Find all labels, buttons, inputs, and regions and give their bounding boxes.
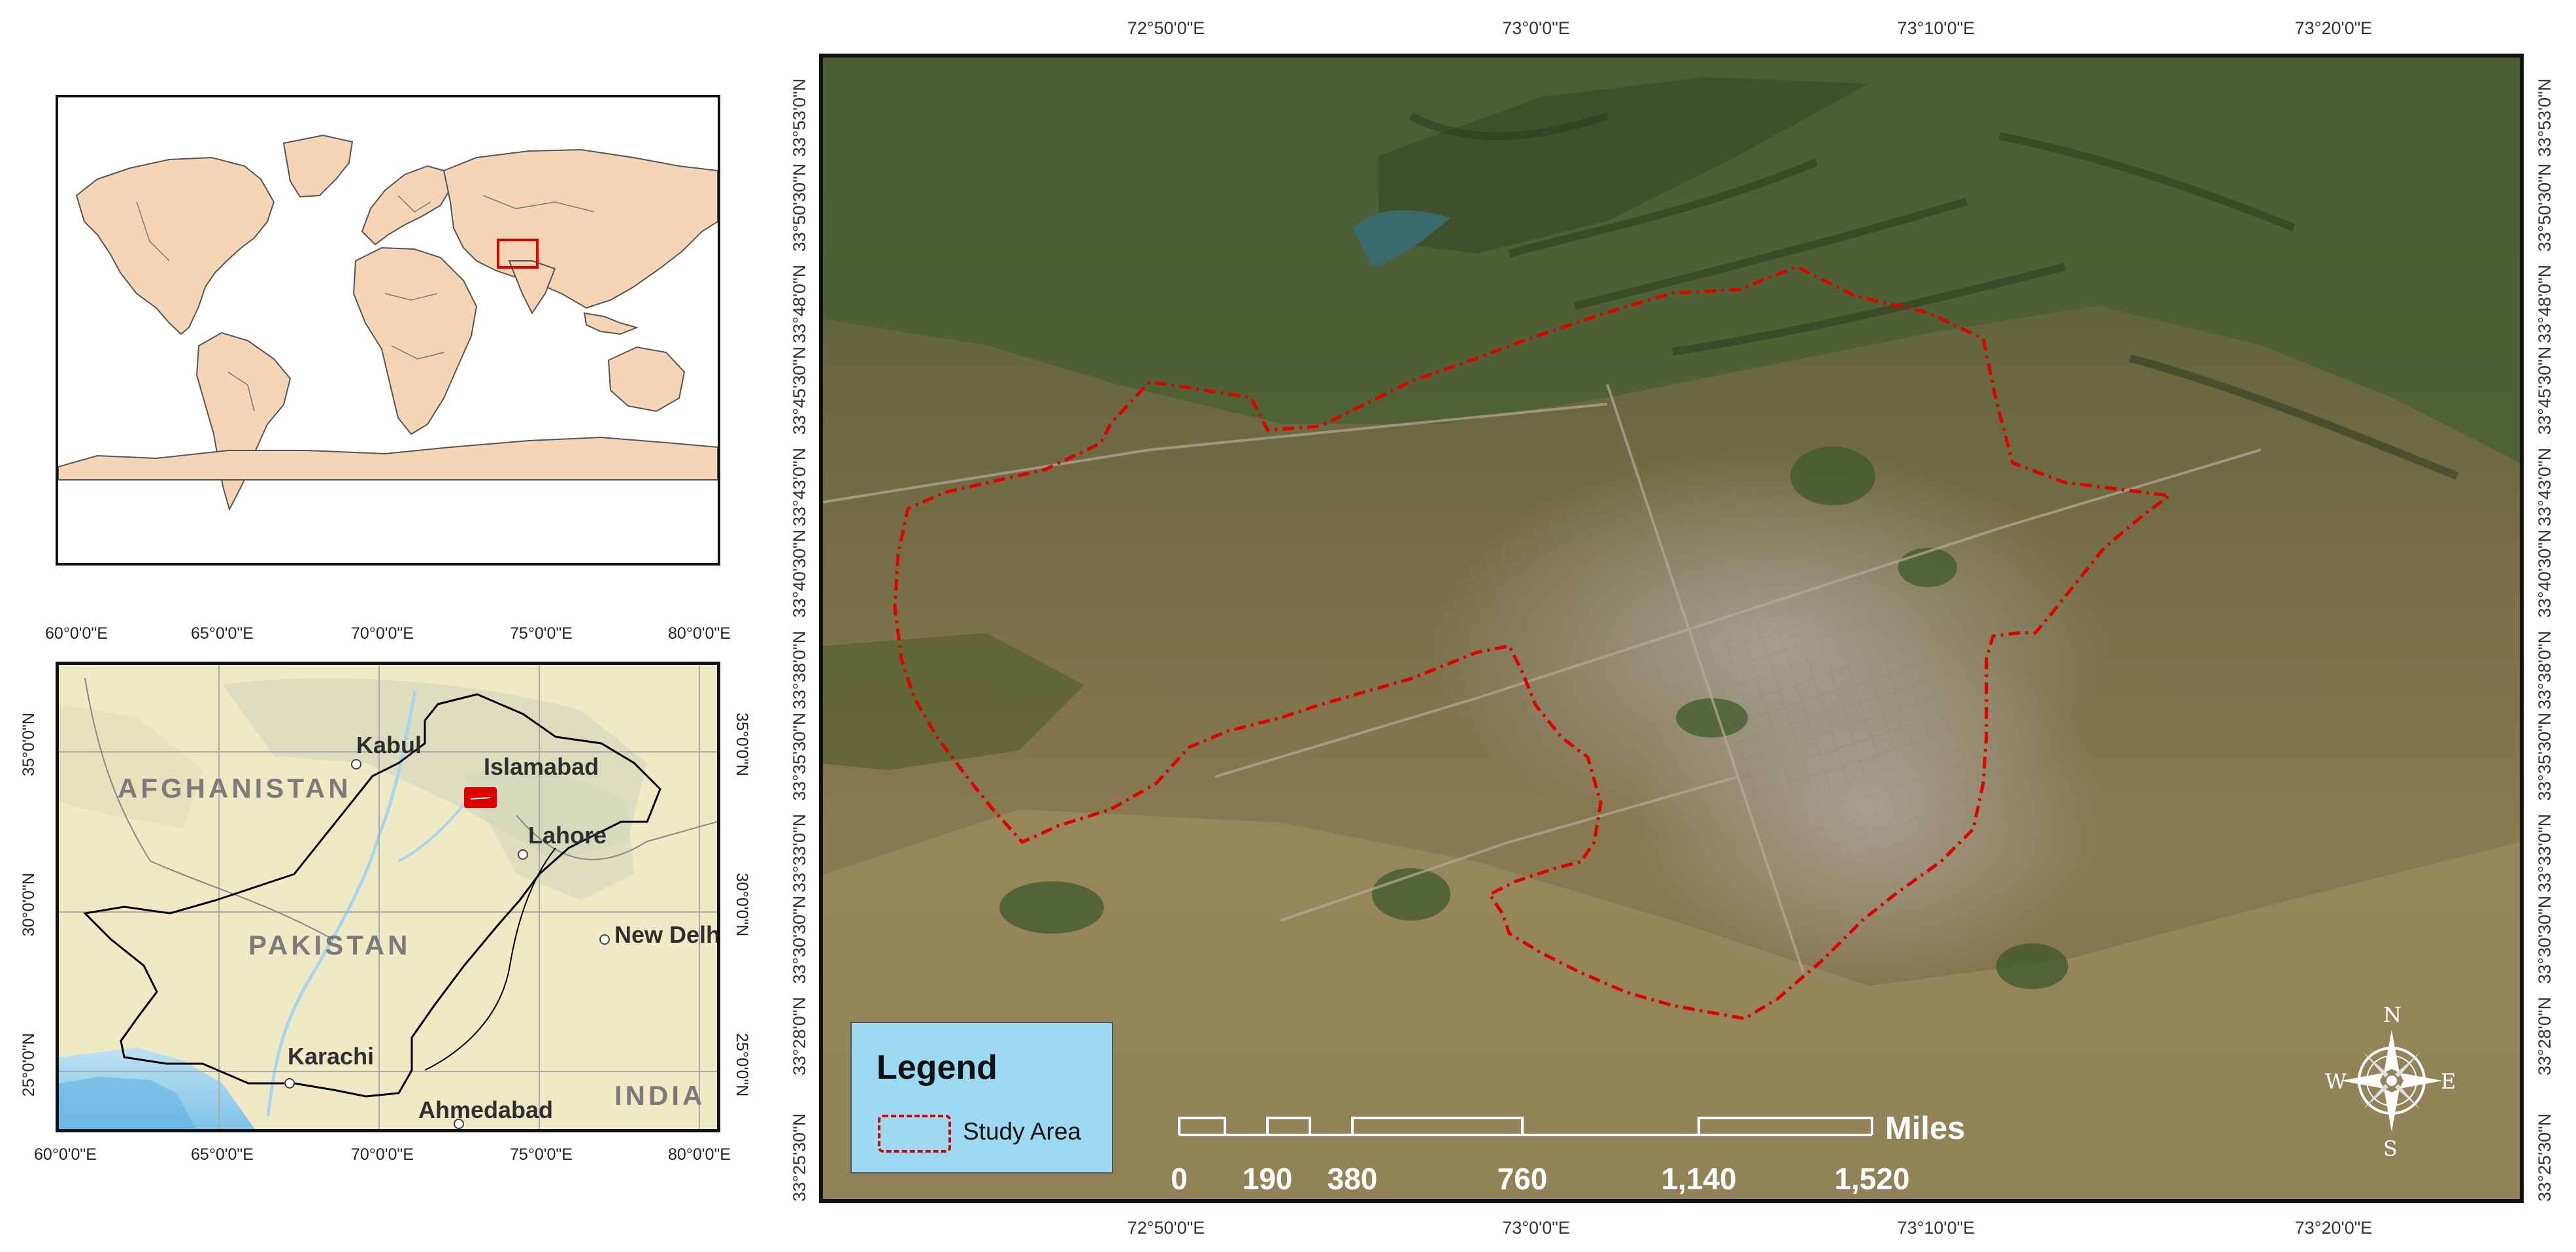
main-left-tick: 33°48'0"N: [790, 264, 809, 343]
main-bottom-tick: 73°0'0"E: [1502, 1218, 1570, 1238]
main-left-tick: 33°50'30"N: [790, 163, 809, 252]
greenland-landmass: [282, 134, 354, 198]
main-bottom-tick: 73°20'0"E: [2294, 1218, 2373, 1238]
main-left-tick: 33°35'30"N: [790, 712, 809, 801]
main-right-tick: 33°45'30"N: [2535, 346, 2554, 435]
main-left-tick: 33°40'30"N: [790, 529, 809, 618]
main-right-tick: 33°25'30"N: [2535, 1113, 2554, 1202]
main-top-tick: 73°20'0"E: [2294, 18, 2373, 38]
region-left-tick: 25°0'0"N: [20, 1033, 38, 1097]
region-left-tick: 35°0'0"N: [20, 713, 38, 777]
city-label-karachi: Karachi: [288, 1043, 375, 1070]
main-left-tick: 33°30'30"N: [790, 895, 809, 984]
main-right-tick: 33°33'0"N: [2535, 813, 2554, 892]
pakistan-border: [82, 693, 661, 1098]
main-bottom-tick: 72°50'0"E: [1127, 1218, 1205, 1238]
country-label-pakistan: PAKISTAN: [248, 930, 411, 960]
world-map-svg: [58, 134, 718, 511]
map-legend: Legend Study Area: [850, 1022, 1113, 1174]
main-left-tick: 33°53'0"N: [790, 78, 809, 157]
legend-title: Legend: [877, 1049, 997, 1087]
main-right-tick: 33°50'30"N: [2535, 163, 2554, 252]
region-bottom-tick: 65°0'0"E: [191, 1145, 254, 1164]
scale-bar: 0 190 380 760 1,140 1,520 Miles: [1171, 1097, 1965, 1199]
main-left-tick: 33°43'0"N: [790, 447, 809, 526]
region-top-tick: 75°0'0"E: [510, 624, 573, 643]
main-left-tick: 33°33'0"N: [790, 813, 809, 892]
scale-label: 380: [1327, 1162, 1378, 1196]
main-top-tick: 73°0'0"E: [1502, 18, 1570, 38]
main-right-tick: 33°28'0"N: [2535, 996, 2554, 1075]
scale-unit: Miles: [1885, 1111, 1965, 1146]
region-top-tick: 65°0'0"E: [191, 624, 254, 643]
study-region-highlight-box: [497, 239, 539, 269]
main-right-tick: 33°35'30"N: [2535, 712, 2554, 801]
south-america-landmass: [195, 331, 292, 511]
region-top-tick: 70°0'0"E: [351, 624, 414, 643]
region-bottom-tick: 70°0'0"E: [351, 1145, 414, 1164]
main-satellite-map: Legend Study Area 0 190 380 760 1,140 1,…: [819, 54, 2524, 1203]
compass-rose-icon: [2341, 1030, 2443, 1132]
india-landmass: [508, 260, 556, 314]
main-right-tick: 33°30'30"N: [2535, 895, 2554, 984]
main-right-tick: 33°43'0"N: [2535, 447, 2554, 526]
africa-landmass: [352, 246, 478, 435]
scale-label: 190: [1242, 1162, 1293, 1196]
main-bottom-tick: 73°10'0"E: [1897, 1218, 1975, 1238]
scale-label: 0: [1171, 1162, 1188, 1196]
compass-north-label: N: [2383, 1002, 2401, 1027]
region-top-tick: 80°0'0"E: [668, 624, 731, 643]
main-right-tick: 33°40'30"N: [2535, 529, 2554, 618]
europe-landmass: [361, 165, 452, 246]
scale-label: 760: [1497, 1162, 1548, 1196]
main-left-tick: 33°45'30"N: [790, 346, 809, 435]
main-left-tick: 33°25'30"N: [790, 1113, 809, 1202]
region-bottom-tick: 80°0'0"E: [668, 1145, 731, 1164]
city-label-ahmedabad: Ahmedabad: [418, 1096, 554, 1123]
region-bottom-tick: 75°0'0"E: [510, 1145, 573, 1164]
study-area-legend-symbol: [878, 1115, 951, 1153]
main-top-tick: 73°10'0"E: [1897, 18, 1975, 38]
main-right-tick: 33°53'0"N: [2535, 78, 2554, 157]
satellite-imagery-svg: [823, 58, 2520, 1199]
country-label-afghanistan: AFGHANISTAN: [118, 773, 352, 804]
region-left-tick: 30°0'0"N: [20, 873, 38, 937]
antarctica-landmass: [58, 436, 718, 481]
city-label-new-delhi: New Delhi: [614, 921, 720, 948]
north-arrow-compass: N S W E: [2325, 1002, 2456, 1161]
asia-landmass: [443, 148, 718, 309]
region-right-tick: 35°0'0"N: [733, 713, 751, 777]
regional-location-map: AFGHANISTAN PAKISTAN INDIA Kabul Islamab…: [56, 662, 720, 1132]
study-area-boundary: [893, 265, 2174, 1021]
region-bottom-tick: 60°0'0"E: [34, 1145, 97, 1164]
main-left-tick: 33°38'0"N: [790, 630, 809, 709]
compass-south-label: S: [2383, 1136, 2398, 1161]
main-left-tick: 33°28'0"N: [790, 996, 809, 1075]
north-america-landmass: [75, 156, 275, 335]
city-label-lahore: Lahore: [528, 822, 607, 849]
region-right-tick: 30°0'0"N: [733, 873, 751, 937]
region-right-tick: 25°0'0"N: [733, 1033, 751, 1097]
compass-east-label: E: [2441, 1069, 2456, 1094]
city-label-kabul: Kabul: [356, 732, 422, 758]
regional-map-svg: [59, 665, 717, 1129]
world-overview-map: [56, 95, 720, 566]
compass-west-label: W: [2325, 1069, 2347, 1094]
scale-bar-graphic: [1178, 1117, 1873, 1136]
city-label-islamabad: Islamabad: [484, 753, 599, 780]
main-right-tick: 33°48'0"N: [2535, 264, 2554, 343]
scale-label: 1,520: [1834, 1162, 1910, 1196]
main-top-tick: 72°50'0"E: [1127, 18, 1205, 38]
southeast-asia-islands: [583, 312, 639, 335]
main-right-tick: 33°38'0"N: [2535, 630, 2554, 709]
scale-label: 1,140: [1661, 1162, 1737, 1196]
region-top-tick: 60°0'0"E: [45, 624, 108, 643]
australia-landmass: [607, 346, 686, 413]
country-label-india: INDIA: [614, 1080, 706, 1111]
legend-label-study-area: Study Area: [963, 1118, 1082, 1145]
